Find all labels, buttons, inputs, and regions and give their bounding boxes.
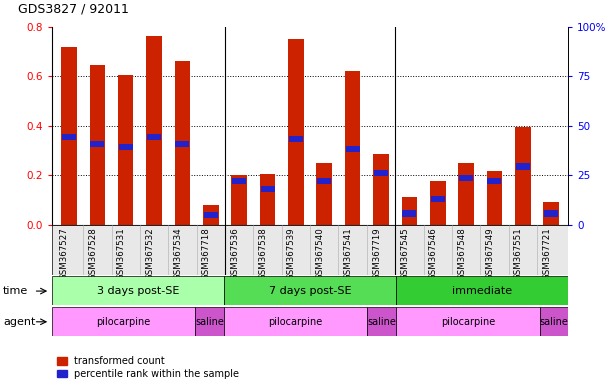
Text: saline: saline bbox=[367, 316, 396, 327]
Bar bbox=[232, 175, 247, 225]
Text: pilocarpine: pilocarpine bbox=[97, 316, 151, 327]
FancyBboxPatch shape bbox=[396, 307, 540, 336]
Bar bbox=[459, 175, 473, 181]
FancyBboxPatch shape bbox=[196, 307, 224, 336]
Text: GSM367532: GSM367532 bbox=[145, 227, 154, 280]
Bar bbox=[204, 212, 218, 218]
Bar bbox=[90, 141, 104, 147]
Bar bbox=[232, 178, 246, 184]
Text: GSM367545: GSM367545 bbox=[400, 227, 409, 280]
Text: 7 days post-SE: 7 days post-SE bbox=[269, 286, 351, 296]
Bar bbox=[345, 71, 360, 225]
Bar bbox=[289, 136, 303, 142]
Text: saline: saline bbox=[196, 316, 224, 327]
Bar bbox=[515, 127, 530, 225]
Bar bbox=[146, 36, 162, 225]
Bar bbox=[488, 178, 502, 184]
Text: GSM367551: GSM367551 bbox=[514, 227, 523, 280]
Text: GSM367536: GSM367536 bbox=[230, 227, 239, 280]
Bar bbox=[403, 210, 416, 217]
Bar bbox=[118, 75, 133, 225]
Bar bbox=[401, 197, 417, 225]
Bar bbox=[431, 195, 445, 202]
Text: immediate: immediate bbox=[452, 286, 512, 296]
FancyBboxPatch shape bbox=[52, 225, 568, 275]
FancyBboxPatch shape bbox=[540, 307, 568, 336]
FancyBboxPatch shape bbox=[52, 307, 196, 336]
Text: GSM367546: GSM367546 bbox=[429, 227, 437, 280]
Text: GSM367538: GSM367538 bbox=[258, 227, 268, 280]
Legend: transformed count, percentile rank within the sample: transformed count, percentile rank withi… bbox=[57, 356, 240, 379]
Text: GSM367540: GSM367540 bbox=[315, 227, 324, 280]
Text: saline: saline bbox=[540, 316, 568, 327]
Text: GSM367719: GSM367719 bbox=[372, 227, 381, 280]
FancyBboxPatch shape bbox=[396, 276, 568, 305]
Bar bbox=[544, 210, 558, 217]
Bar bbox=[316, 163, 332, 225]
Bar bbox=[61, 47, 77, 225]
Bar bbox=[516, 164, 530, 170]
Bar bbox=[374, 170, 388, 176]
FancyBboxPatch shape bbox=[52, 276, 224, 305]
Bar bbox=[260, 186, 274, 192]
Text: GSM367718: GSM367718 bbox=[202, 227, 211, 280]
FancyBboxPatch shape bbox=[224, 276, 396, 305]
FancyBboxPatch shape bbox=[224, 307, 367, 336]
Text: GSM367531: GSM367531 bbox=[117, 227, 126, 280]
Text: GSM367527: GSM367527 bbox=[60, 227, 69, 280]
Bar bbox=[119, 144, 133, 150]
Text: GDS3827 / 92011: GDS3827 / 92011 bbox=[18, 2, 128, 15]
Bar bbox=[346, 146, 360, 152]
Text: 3 days post-SE: 3 days post-SE bbox=[97, 286, 179, 296]
Text: GSM367534: GSM367534 bbox=[174, 227, 183, 280]
Text: pilocarpine: pilocarpine bbox=[441, 316, 495, 327]
Bar bbox=[317, 178, 331, 184]
FancyBboxPatch shape bbox=[367, 307, 396, 336]
Bar bbox=[62, 134, 76, 140]
Bar bbox=[430, 181, 445, 225]
Text: GSM367548: GSM367548 bbox=[457, 227, 466, 280]
Text: GSM367528: GSM367528 bbox=[89, 227, 97, 280]
Text: GSM367549: GSM367549 bbox=[486, 227, 494, 280]
Bar bbox=[373, 154, 389, 225]
Bar bbox=[543, 202, 559, 225]
Text: GSM367541: GSM367541 bbox=[343, 227, 353, 280]
Bar bbox=[175, 61, 190, 225]
Text: pilocarpine: pilocarpine bbox=[269, 316, 323, 327]
Text: GSM367721: GSM367721 bbox=[542, 227, 551, 280]
Text: GSM367539: GSM367539 bbox=[287, 227, 296, 280]
Bar bbox=[203, 205, 219, 225]
Text: time: time bbox=[3, 286, 28, 296]
Text: agent: agent bbox=[3, 317, 35, 327]
Bar bbox=[260, 174, 276, 225]
Bar bbox=[487, 172, 502, 225]
Bar bbox=[458, 163, 474, 225]
Bar bbox=[90, 65, 105, 225]
Bar bbox=[175, 141, 189, 147]
Bar bbox=[288, 39, 304, 225]
Bar bbox=[147, 134, 161, 140]
